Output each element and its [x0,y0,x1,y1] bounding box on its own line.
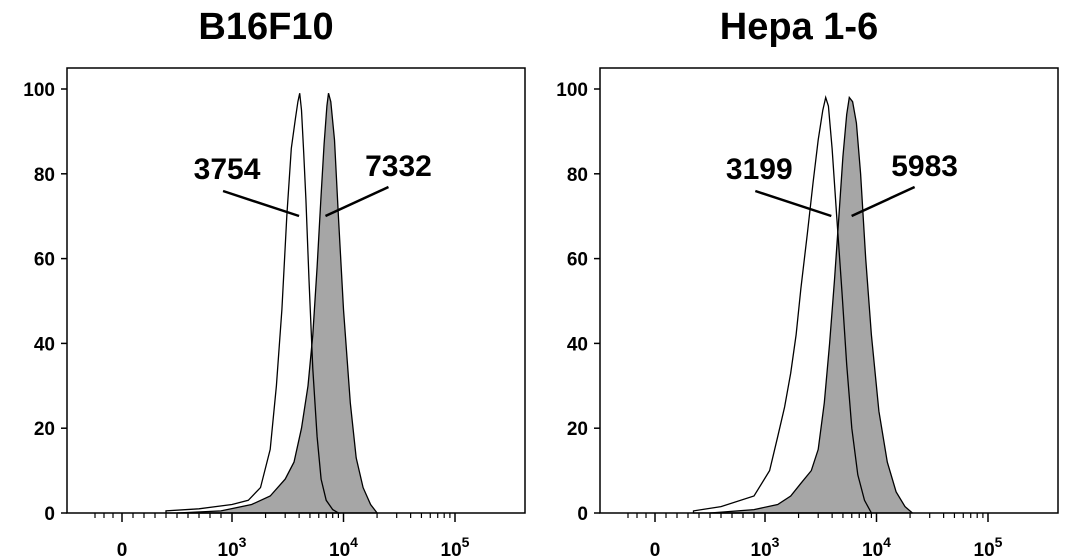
x-tick-label: 0 [650,540,661,558]
histogram-panel-b16f10: B16F10 0 20 40 60 80 100 0 103 104 105 3754 7332 [0,0,532,558]
annotation-label: 5983 [891,150,958,183]
histogram-plot-b16f10: 0 20 40 60 80 100 0 103 104 105 3754 7332 [23,67,526,558]
y-tick-label: 100 [556,80,588,101]
annotation-leader-line [851,185,916,218]
annotation-label: 3754 [194,153,261,186]
y-tick-label: 40 [34,334,55,355]
annotation-leader-line [222,189,300,218]
histogram-stained-filled [709,95,913,514]
y-tick-label: 20 [34,419,55,440]
plot-frame [599,67,1059,514]
histogram-stained-filled [176,93,379,514]
y-tick-label: 80 [567,165,588,186]
x-tick-label: 0 [117,540,128,558]
x-tick-label: 105 [441,534,470,558]
annotation-label: 7332 [365,150,432,183]
x-tick-label: 105 [974,534,1003,558]
y-tick-label: 0 [44,504,55,525]
histogram-control-outline [165,93,341,514]
x-tick-label: 103 [751,534,780,558]
y-tick-label: 80 [34,165,55,186]
y-tick-label: 60 [34,250,55,271]
chart-title: Hepa 1-6 [719,6,879,48]
x-tick-label: 104 [862,534,891,558]
histogram-control-outline [692,95,873,514]
histogram-panel-hepa: Hepa 1-6 0 20 40 60 80 100 0 103 104 105 3199 5983 [533,0,1065,558]
histogram-plot-hepa: 0 20 40 60 80 100 0 103 104 105 3199 5983 [556,67,1059,558]
y-tick-label: 20 [567,419,588,440]
plot-frame [66,67,526,514]
y-tick-label: 40 [567,334,588,355]
y-tick-label: 60 [567,250,588,271]
x-tick-label: 103 [218,534,247,558]
annotation-leader-line [324,185,389,218]
y-tick-label: 100 [23,80,55,101]
y-tick-label: 0 [577,504,588,525]
annotation-label: 3199 [726,153,793,186]
x-tick-label: 104 [329,534,358,558]
annotation-leader-line [754,189,832,218]
chart-title: B16F10 [198,6,334,48]
